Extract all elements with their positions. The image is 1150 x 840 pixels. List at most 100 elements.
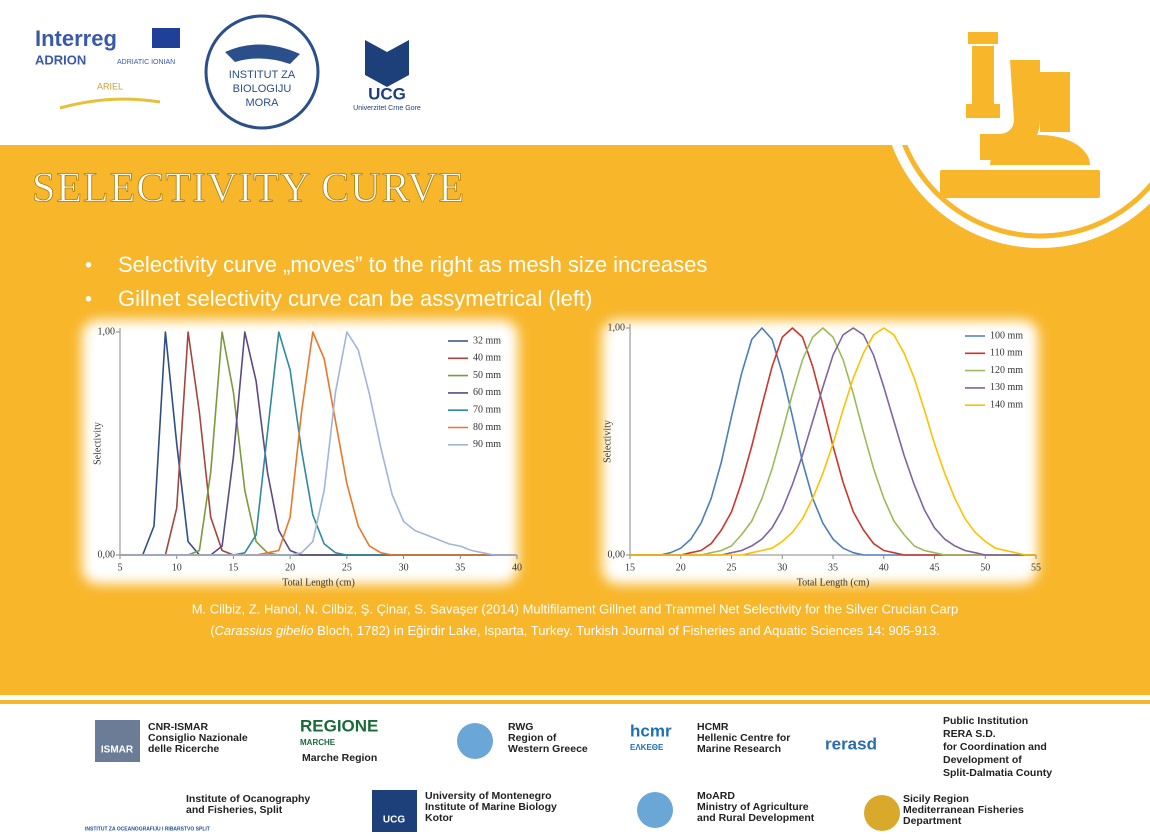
partner-text: and Rural Development	[697, 812, 815, 824]
logo-text: MORA	[246, 97, 280, 109]
bullet: Selectivity curve „moves” to the right a…	[118, 252, 707, 277]
partner-text: HCMR	[697, 721, 729, 733]
partner-logo	[864, 795, 900, 831]
slide-title: SELECTIVITY CURVE	[32, 166, 465, 212]
bullet-dot: •	[85, 254, 92, 276]
x-tick-label: 15	[228, 562, 238, 573]
partner-logo-text: INSTITUT ZA OCEANOGRAFIJU I RIBARSTVO SP…	[85, 826, 210, 832]
charts: 5 10 15 20 25 30 35 40 0,00 1,00 Total Length (cm)…	[92, 322, 1041, 588]
partner-text: and Fisheries, Split	[186, 804, 283, 816]
logo-text: ADRIATIC IONIAN	[117, 59, 175, 66]
partner-text: Region of	[508, 732, 557, 744]
legend-label: 100 mm	[990, 330, 1023, 341]
partner-text: RERA S.D.	[943, 728, 996, 740]
y-tick-label: 1,00	[608, 322, 626, 333]
eu-flag	[152, 28, 180, 48]
partner-text: Department	[903, 815, 962, 827]
ucg-book	[365, 40, 409, 87]
legend-label: 90 mm	[473, 439, 501, 450]
citation: (Carassius gibelio Bloch, 1782) in Eğird…	[210, 623, 940, 638]
partner-logo-text: hcmr	[630, 721, 672, 740]
partner-logo-text: MARCHE	[300, 738, 336, 747]
partner-text: RWG	[508, 721, 533, 733]
partner-logo-text: ΕΛΚΕΘΕ	[630, 743, 664, 752]
x-tick-label: 45	[930, 562, 940, 573]
x-tick-label: 40	[512, 562, 522, 573]
logo-text: ARIEL	[97, 81, 123, 91]
ibm-logo	[204, 14, 320, 130]
logo-text: ADRION	[35, 52, 86, 67]
partner-text: Public Institution	[943, 715, 1028, 727]
partner-text: Development of	[943, 754, 1022, 766]
legend-label: 50 mm	[473, 370, 501, 381]
series-line	[630, 327, 1036, 556]
partner-text: Split-Dalmatia County	[943, 767, 1052, 779]
partner-text: for Coordination and	[943, 741, 1047, 753]
partner-text: Institute of Ocanography	[186, 793, 310, 805]
partner-text: delle Ricerche	[148, 743, 219, 755]
x-tick-label: 35	[828, 562, 838, 573]
partner-logo	[637, 792, 673, 828]
y-axis-label: Selectivity	[92, 422, 103, 465]
y-tick-label: 1,00	[98, 326, 116, 337]
partner-text: Ministry of Agriculture	[697, 801, 809, 813]
chart-box	[602, 320, 1038, 584]
partner-text: CNR-ISMAR	[148, 721, 208, 733]
partner-text: Sicily Region	[903, 793, 969, 805]
x-axis-label: Total Length (cm)	[282, 577, 355, 588]
ibm-shell	[225, 44, 300, 64]
partner-text: Kotor	[425, 812, 453, 824]
legend-label: 40 mm	[473, 353, 501, 364]
citation-part: Carassius gibelio	[215, 623, 314, 638]
legend-label: 80 mm	[473, 422, 501, 433]
citation: M. Cilbiz, Z. Hanol, N. Cilbiz, Ş. Çinar…	[192, 601, 959, 616]
y-tick-label: 0,00	[608, 549, 626, 560]
partner-logo	[372, 790, 417, 832]
x-tick-label: 50	[980, 562, 990, 573]
legend-label: 70 mm	[473, 404, 501, 415]
partner-text: Marche Region	[302, 752, 377, 764]
x-tick-label: 15	[625, 562, 635, 573]
logo-text: Univerzitet Crne Gore	[353, 105, 421, 112]
x-tick-label: 35	[455, 562, 465, 573]
legend-label: 32 mm	[473, 335, 501, 346]
x-tick-label: 25	[342, 562, 352, 573]
footer-rule	[0, 700, 1150, 704]
citation-part: Bloch, 1782) in Eğirdir Lake, Isparta, T…	[314, 623, 940, 638]
bullet: Gillnet selectivity curve can be assymet…	[118, 286, 592, 311]
partner-logo-text: UCG	[383, 815, 405, 826]
legend-label: 140 mm	[990, 399, 1023, 410]
partner-logo-text: rerasd	[825, 734, 877, 753]
partner-logo-text: ISMAR	[101, 745, 134, 756]
logo-text: UCG	[368, 84, 406, 103]
legend-label: 60 mm	[473, 387, 501, 398]
x-tick-label: 20	[676, 562, 686, 573]
microscope-icon	[940, 32, 1100, 198]
partner-text: Consiglio Nazionale	[148, 732, 248, 744]
legend-label: 120 mm	[990, 365, 1023, 376]
chart-box	[82, 320, 518, 584]
x-tick-label: 30	[399, 562, 409, 573]
partner-text: Marine Research	[697, 743, 781, 755]
y-tick-label: 0,00	[98, 549, 116, 560]
partner-logo	[457, 723, 493, 759]
partner-text: Mediterranean Fisheries	[903, 804, 1024, 816]
logo-wave	[59, 97, 161, 110]
legend-label: 130 mm	[990, 382, 1023, 393]
logo-text: BIOLOGIJU	[233, 83, 292, 95]
x-tick-label: 40	[879, 562, 889, 573]
x-tick-label: 30	[777, 562, 787, 573]
logo-text: INSTITUT ZA	[229, 69, 296, 81]
x-tick-label: 10	[172, 562, 182, 573]
partner-logo-text: REGIONE	[300, 716, 378, 735]
partner-text: MoARD	[697, 790, 735, 802]
x-axis-label: Total Length (cm)	[797, 577, 870, 588]
x-tick-label: 20	[285, 562, 295, 573]
partner-text: Western Greece	[508, 743, 588, 755]
logo-text: Interreg	[35, 26, 117, 51]
citation-part: (	[210, 623, 215, 638]
x-tick-label: 55	[1031, 562, 1041, 573]
partner-logo	[95, 720, 140, 762]
